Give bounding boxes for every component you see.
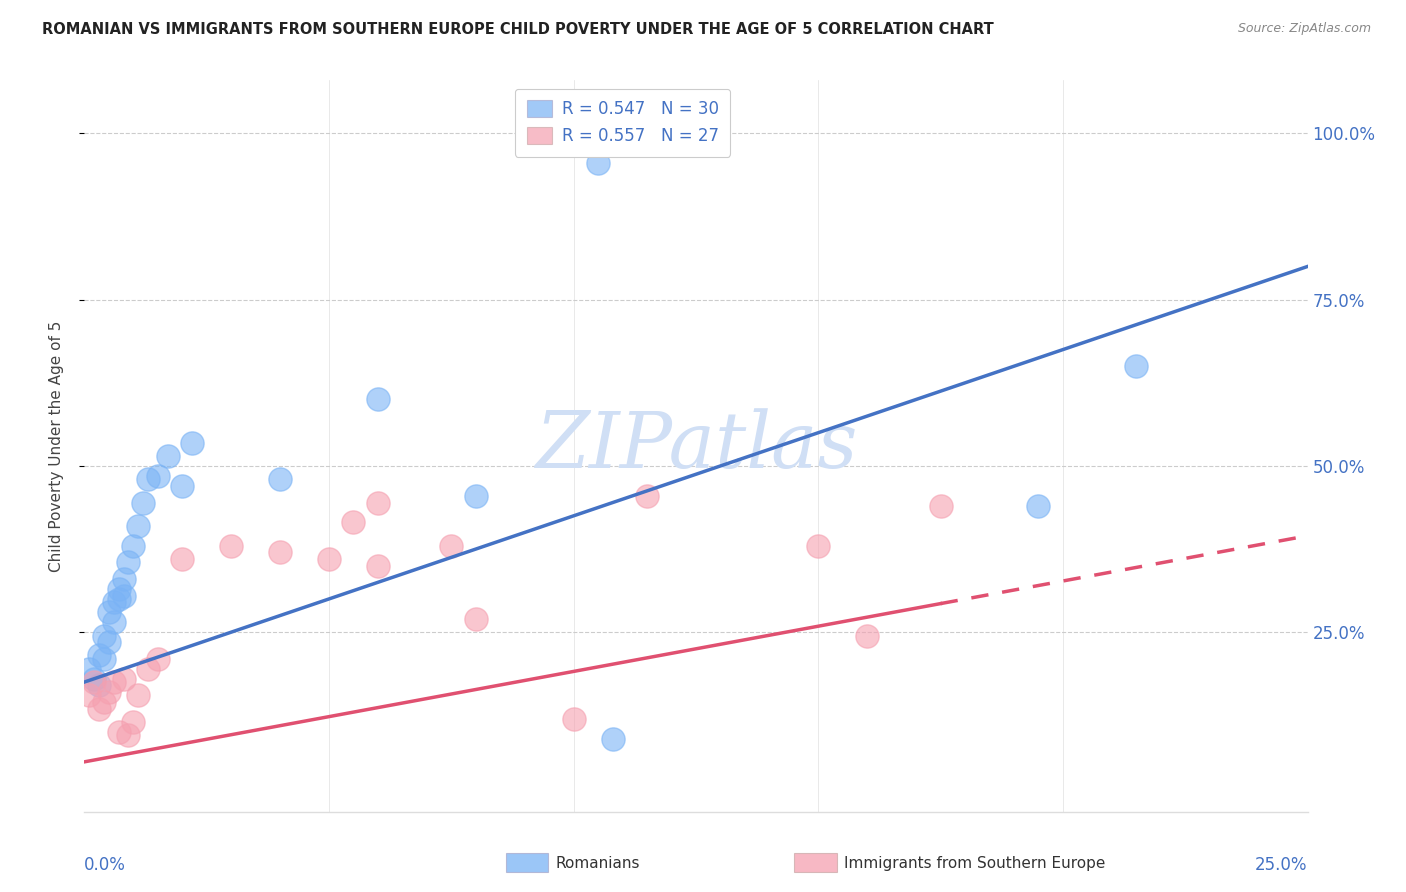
Point bbox=[117, 555, 139, 569]
Point bbox=[367, 392, 389, 407]
Text: ZIPatlas: ZIPatlas bbox=[534, 408, 858, 484]
Point bbox=[367, 558, 389, 573]
Point bbox=[103, 595, 125, 609]
Text: ROMANIAN VS IMMIGRANTS FROM SOUTHERN EUROPE CHILD POVERTY UNDER THE AGE OF 5 COR: ROMANIAN VS IMMIGRANTS FROM SOUTHERN EUR… bbox=[42, 22, 994, 37]
Point bbox=[146, 652, 169, 666]
Point bbox=[107, 591, 129, 606]
Point bbox=[318, 552, 340, 566]
Text: Romanians: Romanians bbox=[555, 856, 640, 871]
Point bbox=[83, 672, 105, 686]
Point bbox=[112, 589, 135, 603]
Point bbox=[77, 689, 100, 703]
Point bbox=[269, 545, 291, 559]
Point bbox=[103, 675, 125, 690]
Point bbox=[117, 728, 139, 742]
Point bbox=[156, 449, 179, 463]
Point bbox=[807, 539, 830, 553]
Point bbox=[367, 495, 389, 509]
Point bbox=[1125, 359, 1147, 374]
Text: 0.0%: 0.0% bbox=[84, 855, 127, 873]
Point bbox=[464, 489, 486, 503]
Point bbox=[87, 648, 110, 663]
Point bbox=[172, 479, 194, 493]
Point bbox=[856, 628, 879, 642]
Point bbox=[83, 675, 105, 690]
Point bbox=[127, 518, 149, 533]
Legend: R = 0.547   N = 30, R = 0.557   N = 27: R = 0.547 N = 30, R = 0.557 N = 27 bbox=[515, 88, 730, 157]
Point bbox=[464, 612, 486, 626]
Point bbox=[97, 605, 120, 619]
Point bbox=[97, 685, 120, 699]
Text: Immigrants from Southern Europe: Immigrants from Southern Europe bbox=[844, 856, 1105, 871]
Point bbox=[136, 662, 159, 676]
Point bbox=[93, 695, 115, 709]
Point bbox=[929, 499, 952, 513]
Point bbox=[136, 472, 159, 486]
Point bbox=[122, 539, 145, 553]
Point bbox=[112, 572, 135, 586]
Point bbox=[269, 472, 291, 486]
Point bbox=[172, 552, 194, 566]
Point bbox=[562, 712, 585, 726]
Point bbox=[1028, 499, 1050, 513]
Point bbox=[127, 689, 149, 703]
Point bbox=[132, 495, 155, 509]
Text: 25.0%: 25.0% bbox=[1256, 855, 1308, 873]
Point bbox=[93, 628, 115, 642]
Point bbox=[93, 652, 115, 666]
Point bbox=[122, 714, 145, 729]
Text: Source: ZipAtlas.com: Source: ZipAtlas.com bbox=[1237, 22, 1371, 36]
Point bbox=[219, 539, 242, 553]
Point bbox=[87, 678, 110, 692]
Point bbox=[586, 156, 609, 170]
Point bbox=[112, 672, 135, 686]
Point bbox=[342, 516, 364, 530]
Point bbox=[103, 615, 125, 630]
Point bbox=[636, 489, 658, 503]
Point bbox=[440, 539, 463, 553]
Point bbox=[77, 662, 100, 676]
Point bbox=[602, 731, 624, 746]
Point bbox=[87, 701, 110, 715]
Point bbox=[146, 469, 169, 483]
Point bbox=[107, 582, 129, 596]
Point bbox=[107, 725, 129, 739]
Y-axis label: Child Poverty Under the Age of 5: Child Poverty Under the Age of 5 bbox=[49, 320, 63, 572]
Point bbox=[97, 635, 120, 649]
Point bbox=[181, 435, 204, 450]
